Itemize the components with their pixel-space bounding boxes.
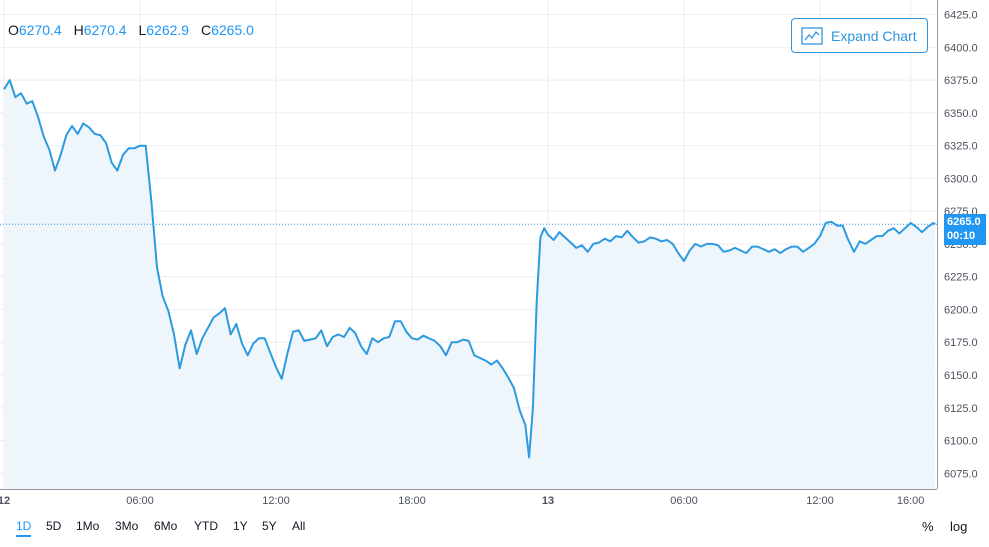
x-tick-label: 13 xyxy=(542,495,554,507)
range-3mo[interactable]: 3Mo xyxy=(115,519,139,533)
percent-scale-toggle[interactable]: % xyxy=(922,519,934,534)
expand-chart-label: Expand Chart xyxy=(831,27,917,44)
high-label: H xyxy=(73,22,84,38)
x-tick-label: 16:00 xyxy=(897,495,925,507)
y-tick-label: 6175.0 xyxy=(944,337,978,349)
close-value: 6265.0 xyxy=(211,22,254,38)
range-5y[interactable]: 5Y xyxy=(262,519,277,533)
last-price-value: 6265.0 xyxy=(947,216,981,228)
y-tick-label: 6125.0 xyxy=(944,403,978,415)
x-axis-labels: 12 06:00 12:00 18:00 13 06:00 12:00 16:00 xyxy=(0,495,924,507)
log-scale-toggle[interactable]: log xyxy=(950,519,968,534)
x-tick-label: 06:00 xyxy=(126,495,154,507)
y-tick-label: 6400.0 xyxy=(944,42,978,54)
price-chart[interactable]: 6075.0 6100.0 6125.0 6150.0 6175.0 6200.0 6225… xyxy=(0,0,989,510)
range-ytd[interactable]: YTD xyxy=(194,519,218,533)
open-label: O xyxy=(8,22,19,38)
x-tick-label: 12 xyxy=(0,495,10,507)
open-value: 6270.4 xyxy=(18,22,62,38)
low-value: 6262.9 xyxy=(146,22,190,38)
x-tick-label: 18:00 xyxy=(398,495,426,507)
range-all[interactable]: All xyxy=(292,519,306,533)
range-1y[interactable]: 1Y xyxy=(233,519,248,533)
y-tick-label: 6150.0 xyxy=(944,370,978,382)
y-tick-label: 6350.0 xyxy=(944,108,978,120)
y-tick-label: 6100.0 xyxy=(944,436,978,448)
chart-icon xyxy=(801,26,823,45)
y-tick-label: 6225.0 xyxy=(944,272,978,284)
y-tick-label: 6200.0 xyxy=(944,304,978,316)
countdown-timer: 00:10 xyxy=(947,230,976,242)
range-6mo[interactable]: 6Mo xyxy=(154,519,178,533)
low-label: L xyxy=(138,22,147,38)
y-tick-label: 6425.0 xyxy=(944,10,978,22)
close-label: C xyxy=(200,22,212,38)
ohlc-legend: O6270.4 H6270.4 L6262.9 C6265.0 xyxy=(8,22,262,38)
x-tick-label: 12:00 xyxy=(806,495,834,507)
y-tick-label: 6075.0 xyxy=(944,468,978,480)
price-area-fill xyxy=(4,80,936,489)
y-tick-label: 6375.0 xyxy=(944,75,978,87)
y-tick-label: 6300.0 xyxy=(944,173,978,185)
expand-chart-button[interactable]: Expand Chart xyxy=(791,18,928,53)
range-selector: 1D 5D 1Mo 3Mo 6Mo YTD 1Y 5Y All % log xyxy=(0,510,989,547)
high-value: 6270.4 xyxy=(83,22,127,38)
last-price-badge: 6265.0 00:10 xyxy=(944,214,986,245)
range-1d[interactable]: 1D xyxy=(16,519,32,537)
range-5d[interactable]: 5D xyxy=(46,519,62,533)
price-line xyxy=(3,79,936,459)
y-tick-label: 6325.0 xyxy=(944,141,978,153)
range-1mo[interactable]: 1Mo xyxy=(76,519,100,533)
x-tick-label: 12:00 xyxy=(262,495,290,507)
x-tick-label: 06:00 xyxy=(670,495,698,507)
